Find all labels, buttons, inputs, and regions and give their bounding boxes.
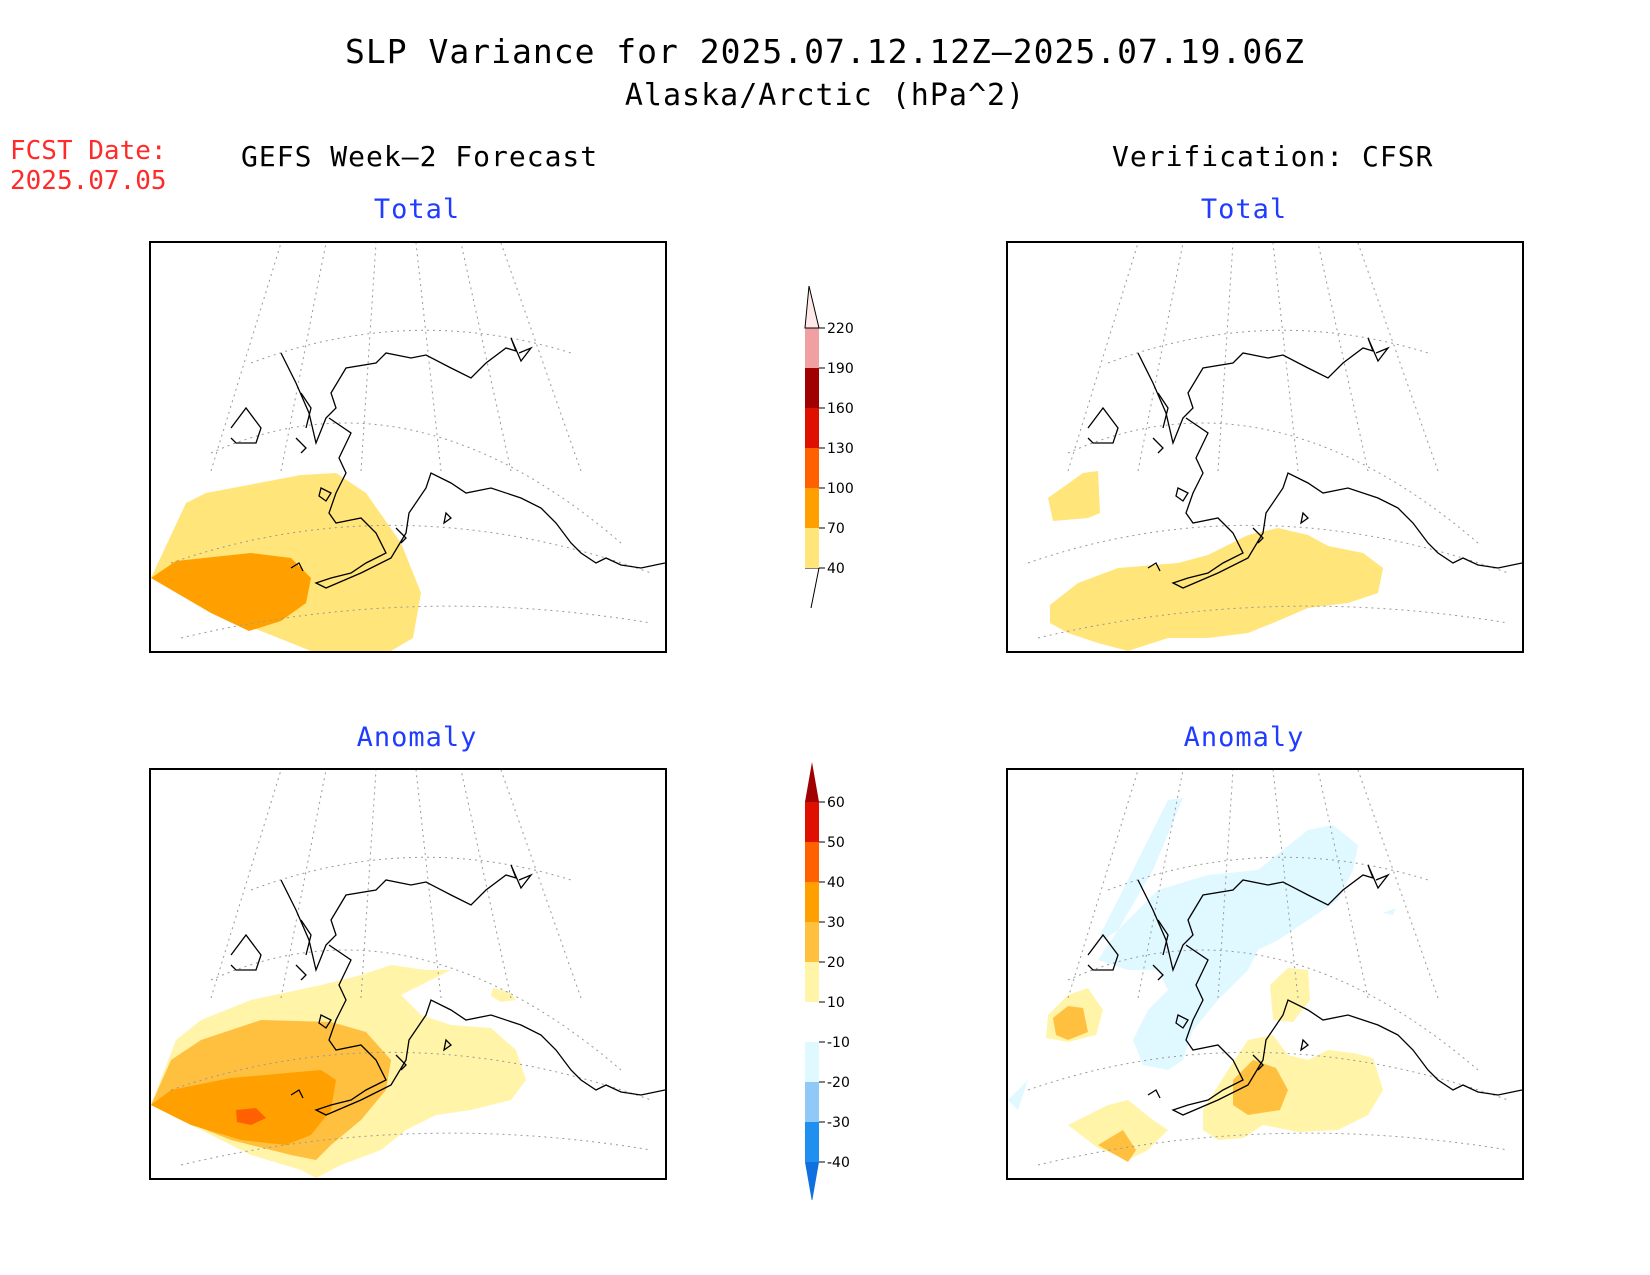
colorbar-total: 40 70 100 130 160 190 220 xyxy=(804,285,854,609)
shading-neg10-neg20-a xyxy=(1098,825,1358,1070)
colorbar-total-label: 160 xyxy=(827,401,854,417)
colorbar-anomaly-label: -20 xyxy=(827,1075,850,1091)
panel-title-verification-total: Total xyxy=(1200,194,1288,225)
colorbar-anomaly-swatches xyxy=(805,762,825,1200)
main-title: SLP Variance for 2025.07.12.12Z–2025.07.… xyxy=(345,32,1305,71)
colorbar-total-bin xyxy=(805,528,819,568)
shading-10-20-b xyxy=(1270,968,1310,1022)
column-title-forecast: GEFS Week–2 Forecast xyxy=(241,140,599,173)
shading-neg10-neg20-b xyxy=(1100,798,1183,940)
colorbar-total-swatches xyxy=(804,285,825,609)
colorbar-total-label: 220 xyxy=(827,321,854,337)
panel-title-verification-anomaly: Anomaly xyxy=(1183,722,1305,753)
map-verification-total xyxy=(1006,241,1524,653)
main-subtitle: Alaska/Arctic (hPa^2) xyxy=(624,78,1026,113)
colorbar-anomaly-label: 60 xyxy=(827,795,845,811)
shading-20-30-c xyxy=(1098,1130,1136,1162)
colorbar-anomaly-bin xyxy=(805,962,819,1002)
coastline xyxy=(1087,337,1522,589)
colorbar-anomaly-label: 40 xyxy=(827,875,845,891)
map-forecast-total xyxy=(149,241,667,653)
colorbar-anomaly-bin xyxy=(805,802,819,842)
column-title-verification: Verification: CFSR xyxy=(1112,140,1434,173)
colorbar-anomaly-bin xyxy=(805,1082,819,1122)
colorbar-total-label: 100 xyxy=(827,481,854,497)
shading-40-70-a xyxy=(1048,471,1100,521)
coastline xyxy=(1087,864,1522,1116)
colorbar-anomaly-bin xyxy=(805,922,819,962)
colorbar-anomaly-label: -40 xyxy=(827,1155,850,1171)
colorbar-total-labels: 40 70 100 130 160 190 220 xyxy=(827,321,854,577)
colorbar-anomaly-top xyxy=(805,762,819,802)
colorbar-anomaly: -40 -30 -20 -10 10 20 30 40 50 60 xyxy=(805,762,850,1200)
coastline xyxy=(230,864,665,1116)
colorbar-anomaly-bin xyxy=(805,882,819,922)
colorbar-total-bin xyxy=(805,368,819,408)
colorbar-anomaly-label: 20 xyxy=(827,955,845,971)
fcst-date-value: 2025.07.05 xyxy=(10,166,167,196)
colorbar-total-bin xyxy=(805,328,819,368)
colorbar-total-label: 70 xyxy=(827,521,845,537)
colorbar-anomaly-label: 30 xyxy=(827,915,845,931)
fcst-date-label: FCST Date: xyxy=(10,136,167,166)
panel-title-forecast-total: Total xyxy=(373,194,461,225)
coastline xyxy=(230,337,665,589)
colorbar-anomaly-label: -10 xyxy=(827,1035,850,1051)
colorbar-anomaly-bin xyxy=(805,1042,819,1082)
colorbar-anomaly-label: 50 xyxy=(827,835,845,851)
colorbar-anomaly-bin xyxy=(805,1002,819,1042)
colorbar-anomaly-bin xyxy=(805,842,819,882)
fcst-date: FCST Date: 2025.07.05 xyxy=(10,136,167,196)
colorbar-anomaly-bottom xyxy=(805,1162,819,1200)
shading-10-20-b xyxy=(491,988,516,1002)
shading-20-30-b xyxy=(1233,1060,1288,1115)
colorbar-total-label: 130 xyxy=(827,441,854,457)
colorbar-anomaly-label: 10 xyxy=(827,995,845,1011)
colorbar-total-bin xyxy=(805,448,819,488)
colorbar-anomaly-label: -30 xyxy=(827,1115,850,1131)
colorbar-total-label: 40 xyxy=(827,561,845,577)
shading-20-30-a xyxy=(1053,1006,1088,1040)
colorbar-total-bin xyxy=(805,408,819,448)
colorbar-total-top xyxy=(804,285,820,329)
shading-10-20-c xyxy=(1203,1035,1383,1140)
shading-40-50 xyxy=(236,1108,266,1125)
map-forecast-anomaly xyxy=(149,768,667,1180)
colorbar-total-label: 190 xyxy=(827,361,854,377)
shading-70-100 xyxy=(151,553,311,631)
shading-neg10-neg20-c xyxy=(1008,1080,1028,1110)
map-verification-anomaly xyxy=(1006,768,1524,1180)
colorbar-anomaly-labels: -40 -30 -20 -10 10 20 30 40 50 60 xyxy=(827,795,850,1171)
shading-40-70-b xyxy=(1050,528,1383,651)
shading-neg10-neg20-d xyxy=(1383,908,1396,915)
panel-title-forecast-anomaly: Anomaly xyxy=(356,722,478,753)
colorbar-total-bin xyxy=(805,488,819,528)
colorbar-total-tail xyxy=(805,567,820,609)
shading-30-40 xyxy=(151,1070,336,1145)
shading-10-20-d xyxy=(1068,1100,1168,1160)
colorbar-anomaly-bin xyxy=(805,1122,819,1162)
